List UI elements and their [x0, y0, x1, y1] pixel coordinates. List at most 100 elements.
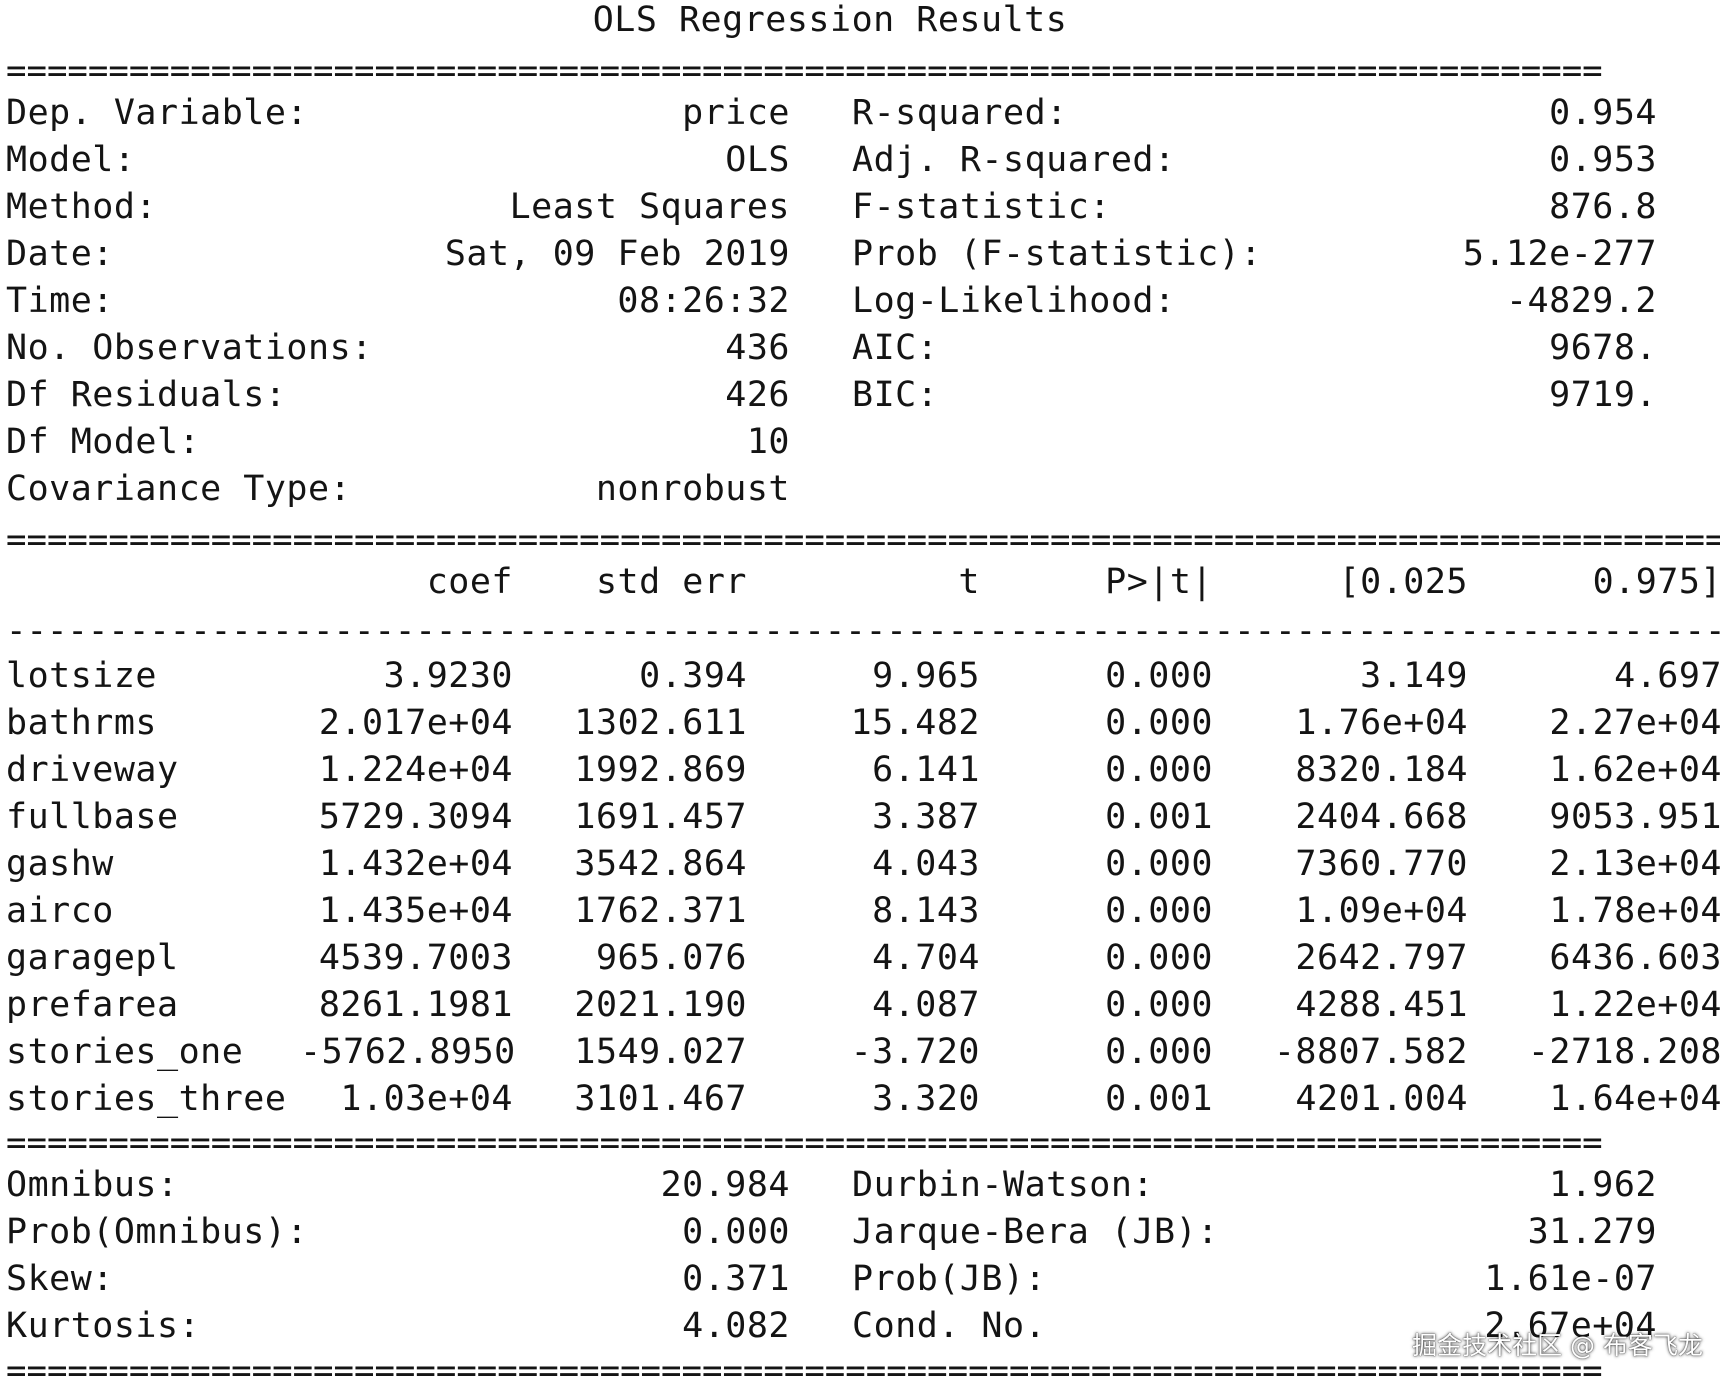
coef-header: t	[958, 562, 980, 602]
coef-cell: 3.320	[872, 1079, 980, 1119]
summary-left-label: No. Observations:	[6, 328, 373, 368]
diag-right-value: 31.279	[1527, 1212, 1657, 1252]
summary-right-label: F-statistic:	[852, 187, 1111, 227]
coef-cell: 1.62e+04	[1549, 750, 1722, 790]
summary-left-value: OLS	[725, 140, 790, 180]
summary-left-label: Dep. Variable:	[6, 93, 309, 133]
coef-cell: 1.224e+04	[318, 750, 513, 790]
coef-cell: 0.000	[1105, 750, 1213, 790]
coef-cell: 4201.004	[1295, 1079, 1468, 1119]
coef-cell: -5762.8950	[300, 1032, 516, 1072]
coef-cell: 5729.3094	[318, 797, 513, 837]
summary-right-value: 0.954	[1549, 93, 1657, 133]
coef-cell: 8.143	[872, 891, 980, 931]
coef-cell: 9.965	[872, 656, 980, 696]
coef-cell: 0.394	[639, 656, 747, 696]
coef-cell: 1.09e+04	[1295, 891, 1468, 931]
coef-cell: 2642.797	[1295, 938, 1468, 978]
coef-cell: 1.03e+04	[340, 1079, 513, 1119]
coef-row-name: bathrms	[6, 703, 158, 743]
coef-cell: 0.000	[1105, 938, 1213, 978]
coef-cell: 0.001	[1105, 797, 1213, 837]
coef-row-name: garagepl	[6, 938, 179, 978]
summary-left-value: Sat, 09 Feb 2019	[444, 234, 790, 274]
coef-cell: 1.76e+04	[1295, 703, 1468, 743]
diag-right-label: Jarque-Bera (JB):	[852, 1212, 1219, 1252]
coef-row-name: prefarea	[6, 985, 179, 1025]
coef-cell: 1549.027	[574, 1032, 747, 1072]
coef-cell: 1302.611	[574, 703, 747, 743]
coef-header: coef	[426, 562, 513, 602]
summary-right-label: Log-Likelihood:	[852, 281, 1176, 321]
bottom-rule: ========================================…	[6, 1356, 1603, 1386]
coef-cell: 3101.467	[574, 1079, 747, 1119]
coef-cell: 4539.7003	[318, 938, 513, 978]
summary-right-label: BIC:	[852, 375, 939, 415]
summary-left-label: Df Model:	[6, 422, 201, 462]
summary-right-value: 5.12e-277	[1462, 234, 1657, 274]
coef-row-name: stories_one	[6, 1032, 244, 1072]
summary-left-label: Date:	[6, 234, 114, 274]
coef-row-name: lotsize	[6, 656, 158, 696]
summary-right-value: 876.8	[1549, 187, 1657, 227]
diag-right-label: Cond. No.	[852, 1306, 1047, 1346]
coef-row-name: stories_three	[6, 1079, 287, 1119]
page-title: OLS Regression Results	[592, 0, 1068, 40]
diag-right-label: Prob(JB):	[852, 1259, 1047, 1299]
diag-right-value: 1.61e-07	[1484, 1259, 1657, 1299]
coef-row-name: airco	[6, 891, 114, 931]
coef-cell: 6436.603	[1549, 938, 1722, 978]
coef-cell: 9053.951	[1549, 797, 1722, 837]
summary-left-label: Covariance Type:	[6, 469, 352, 509]
coef-cell: 3542.864	[574, 844, 747, 884]
summary-left-value: price	[682, 93, 790, 133]
coef-cell: 965.076	[595, 938, 747, 978]
coef-row-name: fullbase	[6, 797, 179, 837]
watermark: 掘金技术社区 @ 布客飞龙	[1412, 1331, 1703, 1360]
coef-cell: 4.043	[872, 844, 980, 884]
summary-left-label: Df Residuals:	[6, 375, 287, 415]
coef-cell: 1.78e+04	[1549, 891, 1722, 931]
diag-left-value: 0.371	[682, 1259, 790, 1299]
summary-right-value: -4829.2	[1505, 281, 1657, 321]
coef-cell: 0.000	[1105, 1032, 1213, 1072]
coef-cell: -3.720	[850, 1032, 980, 1072]
summary-left-value: Least Squares	[509, 187, 790, 227]
coef-top-rule: ========================================…	[6, 525, 1720, 555]
coef-cell: 1762.371	[574, 891, 747, 931]
summary-right-label: Adj. R-squared:	[852, 140, 1176, 180]
diag-left-value: 4.082	[682, 1306, 790, 1346]
coef-cell: 2404.668	[1295, 797, 1468, 837]
coef-row-name: driveway	[6, 750, 179, 790]
diag-left-value: 20.984	[660, 1165, 790, 1205]
coef-cell: 3.149	[1360, 656, 1468, 696]
coef-cell: 8261.1981	[318, 985, 513, 1025]
coef-cell: 1691.457	[574, 797, 747, 837]
coef-row-name: gashw	[6, 844, 114, 884]
summary-left-value: nonrobust	[595, 469, 790, 509]
summary-right-value: 0.953	[1549, 140, 1657, 180]
coef-cell: 4.087	[872, 985, 980, 1025]
coef-cell: 2.13e+04	[1549, 844, 1722, 884]
coef-cell: 1.64e+04	[1549, 1079, 1722, 1119]
summary-left-value: 436	[725, 328, 790, 368]
diag-left-label: Prob(Omnibus):	[6, 1212, 309, 1252]
coef-cell: 1.435e+04	[318, 891, 513, 931]
coef-cell: 0.000	[1105, 844, 1213, 884]
coef-cell: 3.9230	[383, 656, 513, 696]
coef-cell: 2021.190	[574, 985, 747, 1025]
coef-cell: 1992.869	[574, 750, 747, 790]
coef-cell: 2.27e+04	[1549, 703, 1722, 743]
coef-cell: 3.387	[872, 797, 980, 837]
coef-cell: -8807.582	[1273, 1032, 1468, 1072]
coef-cell: 0.001	[1105, 1079, 1213, 1119]
summary-left-label: Time:	[6, 281, 114, 321]
coef-bottom-rule: ========================================…	[6, 1128, 1603, 1158]
diag-left-value: 0.000	[682, 1212, 790, 1252]
top-rule: ========================================…	[6, 56, 1603, 86]
summary-left-value: 426	[725, 375, 790, 415]
summary-right-label: AIC:	[852, 328, 939, 368]
diag-right-value: 1.962	[1549, 1165, 1657, 1205]
coef-cell: 4.697	[1614, 656, 1722, 696]
